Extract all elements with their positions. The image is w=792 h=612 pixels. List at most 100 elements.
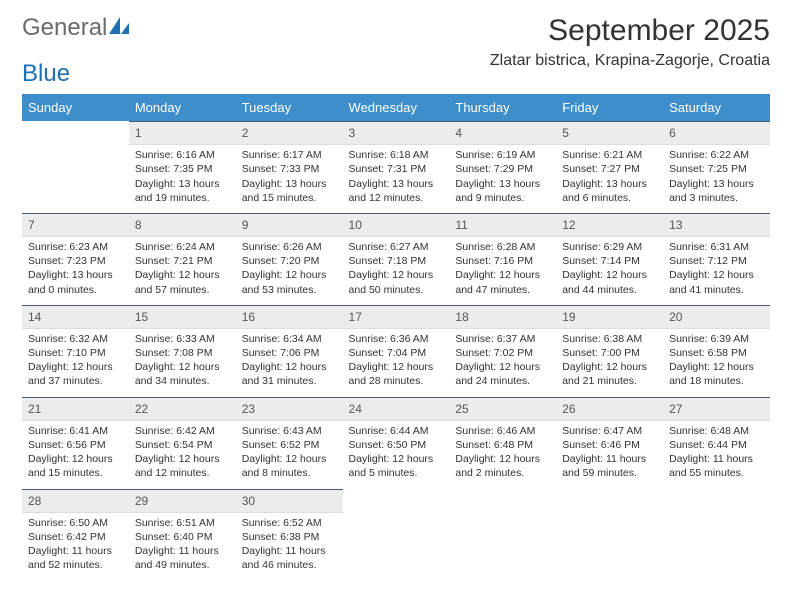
calendar-day-cell: 10Sunrise: 6:27 AMSunset: 7:18 PMDayligh… — [343, 213, 450, 305]
sunset-text: Sunset: 6:44 PM — [669, 438, 764, 452]
day-number: 7 — [22, 213, 129, 237]
sunset-text: Sunset: 6:52 PM — [242, 438, 337, 452]
day-body: Sunrise: 6:31 AMSunset: 7:12 PMDaylight:… — [663, 237, 770, 305]
sunset-text: Sunset: 7:21 PM — [135, 254, 230, 268]
calendar-day-cell: 29Sunrise: 6:51 AMSunset: 6:40 PMDayligh… — [129, 489, 236, 581]
weekday-header: Tuesday — [236, 94, 343, 121]
calendar-week-row: 21Sunrise: 6:41 AMSunset: 6:56 PMDayligh… — [22, 397, 770, 489]
day-body: Sunrise: 6:42 AMSunset: 6:54 PMDaylight:… — [129, 421, 236, 489]
sunset-text: Sunset: 7:00 PM — [562, 346, 657, 360]
day-number: 10 — [343, 213, 450, 237]
daylight-text: Daylight: 12 hours and 24 minutes. — [455, 360, 550, 388]
calendar-day-cell: 14Sunrise: 6:32 AMSunset: 7:10 PMDayligh… — [22, 305, 129, 397]
sunset-text: Sunset: 6:38 PM — [242, 530, 337, 544]
calendar-body: 1Sunrise: 6:16 AMSunset: 7:35 PMDaylight… — [22, 121, 770, 580]
sunrise-text: Sunrise: 6:48 AM — [669, 424, 764, 438]
calendar-day-cell: 12Sunrise: 6:29 AMSunset: 7:14 PMDayligh… — [556, 213, 663, 305]
sunset-text: Sunset: 7:08 PM — [135, 346, 230, 360]
calendar-week-row: 28Sunrise: 6:50 AMSunset: 6:42 PMDayligh… — [22, 489, 770, 581]
calendar-day-cell — [556, 489, 663, 581]
calendar-day-cell: 20 Sunrise: 6:39 AMSunset: 6:58 PMDayligh… — [663, 305, 770, 397]
day-number: 19 — [556, 305, 663, 329]
calendar-day-cell: 9Sunrise: 6:26 AMSunset: 7:20 PMDaylight… — [236, 213, 343, 305]
calendar-table: SundayMondayTuesdayWednesdayThursdayFrid… — [22, 94, 770, 580]
daylight-text: Daylight: 12 hours and 12 minutes. — [135, 452, 230, 480]
day-number: 22 — [129, 397, 236, 421]
day-number: 16 — [236, 305, 343, 329]
day-body: Sunrise: 6:41 AMSunset: 6:56 PMDaylight:… — [22, 421, 129, 489]
daylight-text: Daylight: 11 hours and 52 minutes. — [28, 544, 123, 572]
day-body: Sunrise: 6:16 AMSunset: 7:35 PMDaylight:… — [129, 145, 236, 213]
day-number: 20 — [663, 305, 770, 329]
calendar-day-cell: 21Sunrise: 6:41 AMSunset: 6:56 PMDayligh… — [22, 397, 129, 489]
day-body: Sunrise: 6:17 AMSunset: 7:33 PMDaylight:… — [236, 145, 343, 213]
day-number: 11 — [449, 213, 556, 237]
day-body: Sunrise: 6:22 AMSunset: 7:25 PMDaylight:… — [663, 145, 770, 213]
sunrise-text: Sunrise: 6:17 AM — [242, 148, 337, 162]
day-number: 30 — [236, 489, 343, 513]
daylight-text: Daylight: 13 hours and 9 minutes. — [455, 177, 550, 205]
calendar-day-cell: 22Sunrise: 6:42 AMSunset: 6:54 PMDayligh… — [129, 397, 236, 489]
sunset-text: Sunset: 6:54 PM — [135, 438, 230, 452]
sunrise-text: Sunrise: 6:27 AM — [349, 240, 444, 254]
day-body: Sunrise: 6:34 AMSunset: 7:06 PMDaylight:… — [236, 329, 343, 397]
day-body: Sunrise: 6:19 AMSunset: 7:29 PMDaylight:… — [449, 145, 556, 213]
calendar-day-cell: 25Sunrise: 6:46 AMSunset: 6:48 PMDayligh… — [449, 397, 556, 489]
sunset-text: Sunset: 7:14 PM — [562, 254, 657, 268]
sunset-text: Sunset: 6:58 PM — [669, 346, 764, 360]
calendar-day-cell — [663, 489, 770, 581]
daylight-text: Daylight: 12 hours and 18 minutes. — [669, 360, 764, 388]
sunset-text: Sunset: 7:16 PM — [455, 254, 550, 268]
day-body: Sunrise: 6:33 AMSunset: 7:08 PMDaylight:… — [129, 329, 236, 397]
calendar-week-row: 1Sunrise: 6:16 AMSunset: 7:35 PMDaylight… — [22, 121, 770, 213]
day-number: 1 — [129, 121, 236, 145]
calendar-day-cell: 11Sunrise: 6:28 AMSunset: 7:16 PMDayligh… — [449, 213, 556, 305]
daylight-text: Daylight: 12 hours and 37 minutes. — [28, 360, 123, 388]
daylight-text: Daylight: 13 hours and 15 minutes. — [242, 177, 337, 205]
daylight-text: Daylight: 12 hours and 44 minutes. — [562, 268, 657, 296]
calendar-day-cell: 2Sunrise: 6:17 AMSunset: 7:33 PMDaylight… — [236, 121, 343, 213]
day-number: 25 — [449, 397, 556, 421]
sunset-text: Sunset: 7:12 PM — [669, 254, 764, 268]
weekday-header: Saturday — [663, 94, 770, 121]
calendar-week-row: 14Sunrise: 6:32 AMSunset: 7:10 PMDayligh… — [22, 305, 770, 397]
sunset-text: Sunset: 7:23 PM — [28, 254, 123, 268]
day-number: 17 — [343, 305, 450, 329]
day-number: 14 — [22, 305, 129, 329]
calendar-day-cell: 30Sunrise: 6:52 AMSunset: 6:38 PMDayligh… — [236, 489, 343, 581]
day-number: 9 — [236, 213, 343, 237]
sunrise-text: Sunrise: 6:42 AM — [135, 424, 230, 438]
calendar-day-cell: 7Sunrise: 6:23 AMSunset: 7:23 PMDaylight… — [22, 213, 129, 305]
sunset-text: Sunset: 6:42 PM — [28, 530, 123, 544]
day-body: Sunrise: 6:29 AMSunset: 7:14 PMDaylight:… — [556, 237, 663, 305]
daylight-text: Daylight: 12 hours and 8 minutes. — [242, 452, 337, 480]
day-number: 24 — [343, 397, 450, 421]
day-body: Sunrise: 6:50 AMSunset: 6:42 PMDaylight:… — [22, 513, 129, 581]
weekday-header: Friday — [556, 94, 663, 121]
day-number: 13 — [663, 213, 770, 237]
daylight-text: Daylight: 13 hours and 12 minutes. — [349, 177, 444, 205]
sunrise-text: Sunrise: 6:29 AM — [562, 240, 657, 254]
day-number: 26 — [556, 397, 663, 421]
daylight-text: Daylight: 12 hours and 31 minutes. — [242, 360, 337, 388]
daylight-text: Daylight: 12 hours and 50 minutes. — [349, 268, 444, 296]
sunrise-text: Sunrise: 6:33 AM — [135, 332, 230, 346]
sunrise-text: Sunrise: 6:39 AM — [669, 332, 764, 346]
daylight-text: Daylight: 12 hours and 15 minutes. — [28, 452, 123, 480]
sunrise-text: Sunrise: 6:32 AM — [28, 332, 123, 346]
calendar-day-cell: 1Sunrise: 6:16 AMSunset: 7:35 PMDaylight… — [129, 121, 236, 213]
sunset-text: Sunset: 7:33 PM — [242, 162, 337, 176]
day-number: 3 — [343, 121, 450, 145]
daylight-text: Daylight: 11 hours and 46 minutes. — [242, 544, 337, 572]
day-body: Sunrise: 6:47 AMSunset: 6:46 PMDaylight:… — [556, 421, 663, 489]
sunrise-text: Sunrise: 6:37 AM — [455, 332, 550, 346]
sunset-text: Sunset: 7:35 PM — [135, 162, 230, 176]
day-body: Sunrise: 6:43 AMSunset: 6:52 PMDaylight:… — [236, 421, 343, 489]
calendar-day-cell: 15Sunrise: 6:33 AMSunset: 7:08 PMDayligh… — [129, 305, 236, 397]
calendar-day-cell: 5Sunrise: 6:21 AMSunset: 7:27 PMDaylight… — [556, 121, 663, 213]
day-number: 28 — [22, 489, 129, 513]
sunrise-text: Sunrise: 6:28 AM — [455, 240, 550, 254]
day-number: 29 — [129, 489, 236, 513]
sunset-text: Sunset: 6:40 PM — [135, 530, 230, 544]
sunrise-text: Sunrise: 6:34 AM — [242, 332, 337, 346]
